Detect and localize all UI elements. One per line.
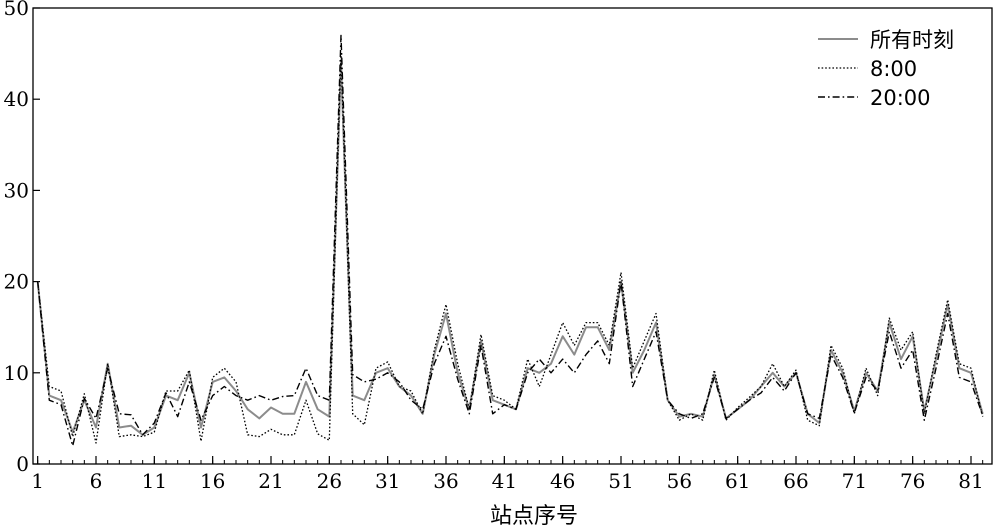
x-tick-label: 76 [900, 469, 925, 493]
y-tick-label: 30 [4, 178, 29, 202]
series-line-0 [36, 61, 984, 436]
x-tick-label: 56 [667, 469, 692, 493]
x-axis-title: 站点序号 [490, 504, 578, 529]
series-line-2 [37, 34, 984, 447]
x-tick-label: 21 [258, 469, 283, 493]
legend-label-2: 20:00 [870, 86, 931, 110]
x-tick-label: 81 [958, 469, 983, 493]
legend: 所有时刻 8:00 20:00 [818, 28, 954, 110]
x-tick-label: 51 [608, 469, 633, 493]
y-tick-label: 10 [4, 361, 29, 385]
x-tick-label: 71 [842, 469, 867, 493]
series-line-1 [37, 52, 984, 444]
y-tick-label: 50 [4, 0, 29, 20]
x-tick-label: 36 [433, 469, 458, 493]
y-tick-label: 20 [4, 270, 29, 294]
x-tick-label: 11 [142, 469, 167, 493]
x-tick-label: 41 [492, 469, 517, 493]
legend-label-1: 8:00 [870, 57, 917, 81]
x-tick-label: 26 [317, 469, 342, 493]
legend-label-0: 所有时刻 [870, 28, 954, 52]
plot-frame [32, 7, 993, 465]
x-tick-label: 1 [31, 469, 44, 493]
y-tick-label: 40 [4, 87, 29, 111]
y-axis: 0 10 20 30 40 50 [4, 0, 40, 476]
x-tick-label: 66 [783, 469, 808, 493]
x-tick-label: 46 [550, 469, 575, 493]
series-layer [36, 34, 984, 447]
y-tick-label: 0 [16, 452, 29, 476]
x-tick-label: 31 [375, 469, 400, 493]
x-axis: 1 6 11 16 21 26 31 36 41 46 51 56 61 66 71 76 81 [31, 456, 984, 493]
x-tick-label: 61 [725, 469, 750, 493]
x-tick-label: 16 [200, 469, 225, 493]
x-tick-label: 6 [90, 469, 103, 493]
